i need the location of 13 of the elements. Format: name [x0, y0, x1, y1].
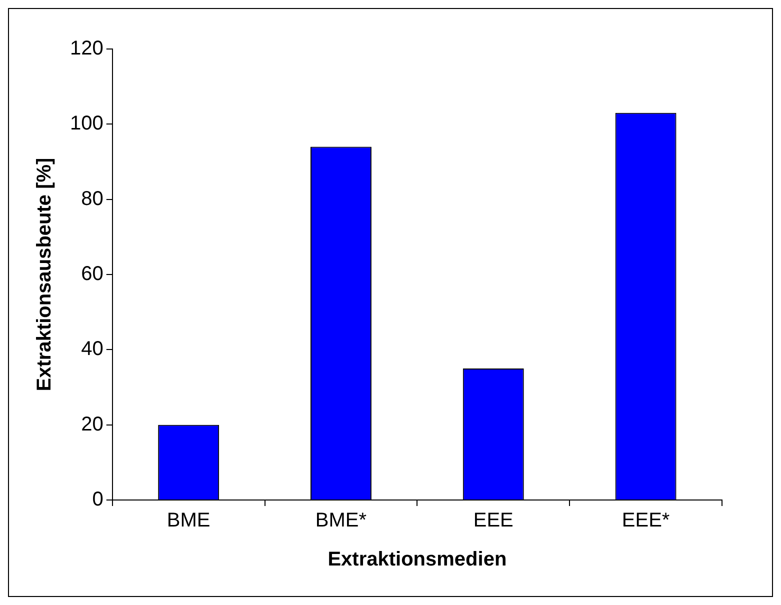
x-tick-label: BME* — [315, 510, 367, 532]
y-axis-title: Extraktionsausbeute [%] — [34, 158, 56, 392]
x-tick-label: EEE — [473, 510, 514, 532]
y-tick-label: 40 — [81, 338, 104, 360]
x-tick-label: EEE* — [622, 510, 670, 532]
y-tick-label: 100 — [70, 112, 104, 135]
y-tick-label: 0 — [92, 488, 104, 511]
y-tick-label: 120 — [70, 38, 104, 60]
x-tick-label: BME — [166, 510, 210, 532]
x-axis-title: Extraktionsmedien — [328, 548, 507, 571]
y-tick-label: 80 — [81, 188, 104, 210]
y-tick-label: 60 — [81, 263, 104, 286]
y-tick-label: 20 — [81, 413, 104, 436]
